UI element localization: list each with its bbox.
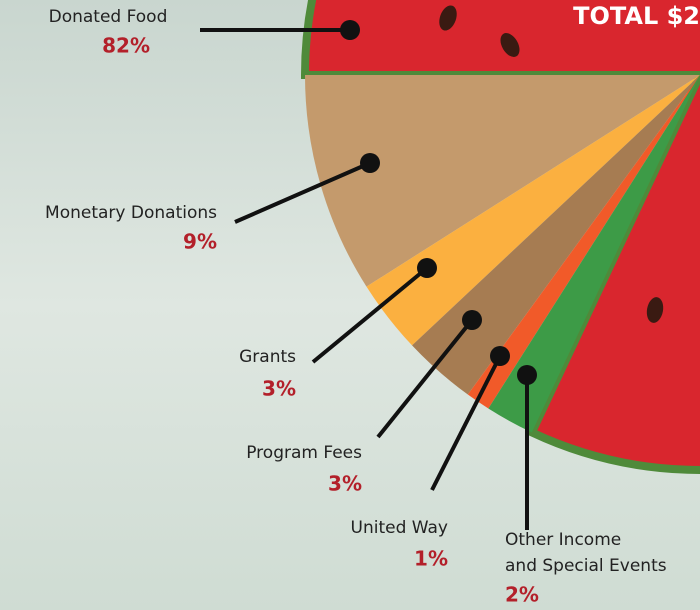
leader-dot (490, 346, 510, 366)
category-label: Donated Food (49, 7, 168, 27)
leader-dot (462, 310, 482, 330)
category-label: Grants (239, 347, 296, 367)
category-label: Monetary Donations (45, 203, 217, 223)
value-label: 9% (183, 230, 217, 254)
value-label: 2% (505, 583, 539, 607)
leader-dot (360, 153, 380, 173)
value-label: 3% (262, 377, 296, 401)
chart: Donated Food 82% Monetary Donations 9% Grant… (0, 0, 700, 610)
value-label: 1% (414, 547, 448, 571)
value-label: 3% (328, 472, 362, 496)
leader-dot (417, 258, 437, 278)
leader-dot (340, 20, 360, 40)
category-label: United Way (351, 518, 448, 538)
category-label: Program Fees (246, 443, 362, 463)
leader-dot (517, 365, 537, 385)
value-label: 82% (102, 34, 150, 58)
chart-title: TOTAL $2 (573, 2, 700, 30)
